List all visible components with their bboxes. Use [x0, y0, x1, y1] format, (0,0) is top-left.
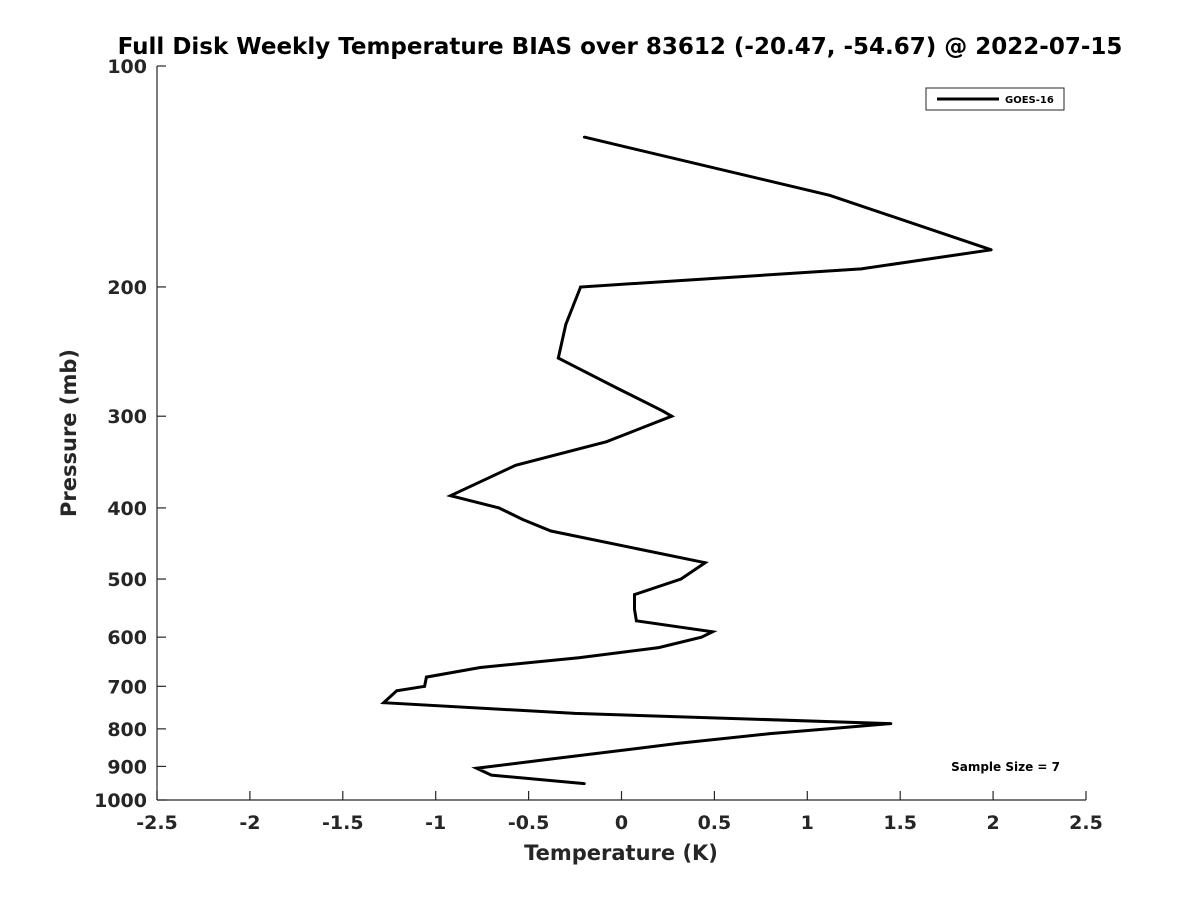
series-point [989, 248, 993, 252]
series-point [711, 630, 714, 634]
series-point [577, 656, 581, 660]
series-point [423, 684, 426, 688]
series-point [514, 463, 517, 467]
legend-entry-goes-16: GOES-16 [1005, 95, 1054, 106]
x-tick-label: -2.5 [136, 812, 178, 834]
series-point [679, 577, 683, 581]
series-point [889, 722, 893, 726]
x-tick-label: -1.5 [322, 812, 364, 834]
series-point [660, 409, 664, 413]
x-axis-ticks: -2.5 -2 -1.5 -1 -0.5 0 0.5 1 1.5 2 2.5 [136, 791, 1103, 834]
series-point [633, 593, 636, 596]
series-point [497, 506, 501, 510]
series-point [582, 135, 586, 139]
y-tick-label: 700 [107, 676, 147, 698]
x-tick-label: 0 [615, 812, 628, 834]
series-point [633, 608, 636, 611]
y-tick-label: 600 [107, 627, 147, 649]
x-tick-label: 2.5 [1069, 812, 1103, 834]
y-tick-label: 200 [107, 277, 147, 299]
series-point [395, 689, 399, 693]
sample-size-annotation: Sample Size = 7 [951, 760, 1060, 774]
series-point [521, 518, 525, 522]
series-point [634, 619, 638, 623]
series-point [582, 782, 586, 786]
y-tick-label: 100 [107, 56, 147, 78]
legend: GOES-16 [925, 87, 1065, 111]
series-point [564, 323, 568, 326]
y-axis-ticks: 100 200 300 400 500 600 700 800 900 1000 [94, 56, 166, 812]
y-axis-label: Pressure (mb) [57, 349, 81, 517]
y-tick-label: 1000 [94, 790, 147, 812]
series-point [616, 387, 620, 390]
series-point [826, 727, 830, 731]
series-point [547, 757, 551, 761]
series-point [677, 741, 681, 745]
series-point [449, 494, 452, 498]
series-points [382, 135, 993, 786]
x-tick-label: 1 [801, 812, 814, 834]
series-point [605, 440, 609, 444]
x-axis-label: Temperature (K) [524, 841, 718, 865]
series-point [478, 666, 482, 669]
y-tick-label: 900 [107, 756, 147, 778]
series-point [859, 267, 863, 271]
series-point [699, 635, 703, 639]
series-point [382, 701, 386, 705]
series-point [579, 285, 583, 289]
y-tick-label: 800 [107, 719, 147, 741]
x-tick-label: -0.5 [508, 812, 550, 834]
series-point [828, 193, 831, 197]
y-tick-label: 300 [107, 406, 147, 428]
chart-title: Full Disk Weekly Temperature BIAS over 8… [118, 34, 1123, 60]
series-point [703, 561, 707, 565]
y-tick-label: 400 [107, 498, 147, 520]
y-tick-label: 500 [107, 569, 147, 591]
series-point [768, 732, 772, 736]
series-line-goes-16 [380, 135, 992, 786]
series-point [549, 529, 553, 533]
series-point [475, 766, 478, 770]
series-point [490, 773, 493, 777]
x-tick-label: 0.5 [698, 812, 732, 834]
series-point [657, 646, 661, 650]
series-point [556, 356, 560, 360]
series-point [425, 675, 428, 679]
x-tick-label: 2 [986, 812, 999, 834]
series-point [573, 711, 577, 715]
x-tick-label: -1 [425, 812, 446, 834]
series-point [670, 414, 674, 418]
x-tick-label: -2 [239, 812, 260, 834]
x-tick-label: 1.5 [883, 812, 917, 834]
